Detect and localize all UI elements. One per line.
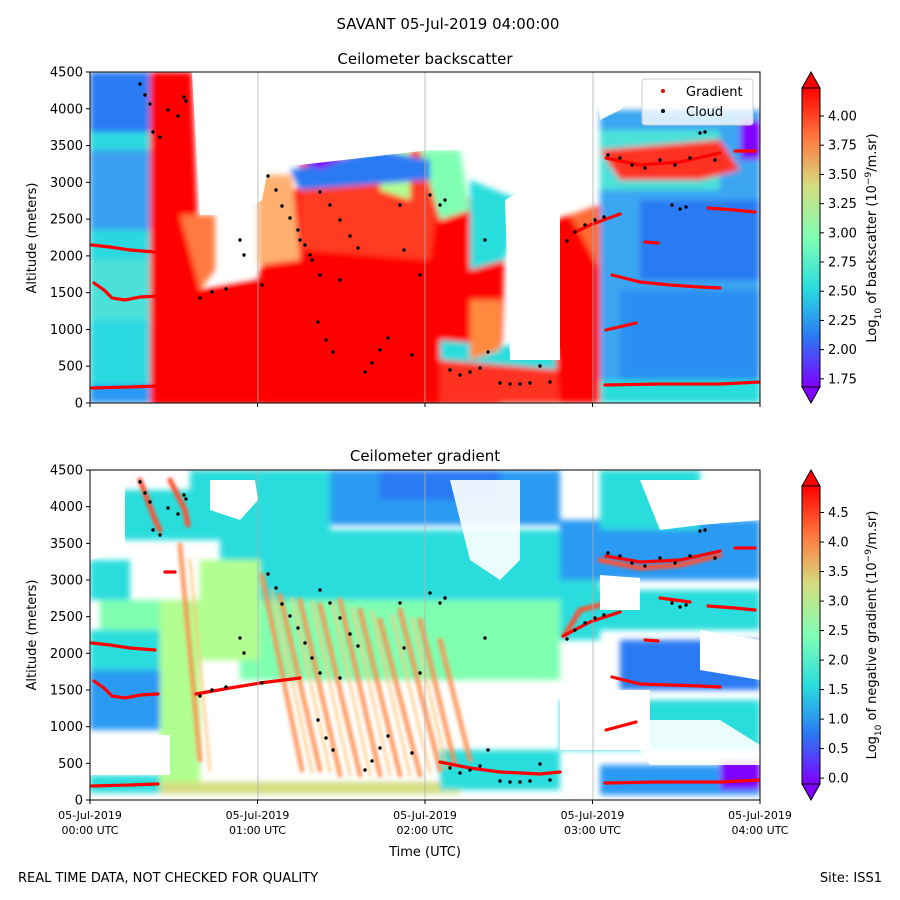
backscatter-colorbar-tick-label: 3.75 [828,139,857,154]
backscatter-colorbar-tick-label: 4.00 [828,110,857,125]
gradient-y-axis: 0 500 1000 1500 2000 2500 3000 3500 4000 4500 [50,464,90,809]
gradient-x-axis: 05-Jul-2019 00:00 UTC 05-Jul-2019 01:00 UTC… [58,800,792,837]
gradient-colorbar: 0.0 0.5 1.0 1.5 2.0 2.5 3.0 3.5 4.0 4.5 Log10 of … [801,468,884,802]
backscatter-colorbar-tick-label: 3.50 [828,168,857,183]
gradient-title: Ceilometer gradient [350,447,500,465]
backscatter-y-tick-label: 500 [58,360,83,375]
gradient-y-tick-label: 3000 [50,574,83,589]
gradient-y-tick-label: 4500 [50,464,83,479]
backscatter-colorbar-bottom-arrow [801,386,821,405]
backscatter-y-label: Altitude (meters) [25,183,40,294]
backscatter-colorbar-tick-label: 1.75 [828,372,857,387]
gradient-colorbar-tick-label: 1.5 [828,683,849,698]
gradient-y-tick-label: 2000 [50,647,83,662]
gradient-colorbar-tick-label: 3.5 [828,565,849,580]
footer-site: Site: ISS1 [820,871,882,886]
backscatter-gradient-points [90,149,760,390]
backscatter-colorbar-tick-label: 3.00 [828,226,857,241]
gradient-y-tick-label: 1500 [50,684,83,699]
gradient-x-tick-time: 02:00 UTC [396,824,453,837]
backscatter-y-tick-label: 3500 [50,139,83,154]
gradient-y-label: Altitude (meters) [25,580,40,691]
figure-title: SAVANT 05-Jul-2019 04:00:00 [337,15,560,33]
legend-box [641,78,754,126]
gradient-colorbar-tick-label: 2.0 [828,654,849,669]
gradient-x-tick-time: 04:00 UTC [731,824,788,837]
gradient-x-tick-time: 01:00 UTC [229,824,286,837]
gradient-colorbar-bar [801,485,821,785]
footer-quality-note: REAL TIME DATA, NOT CHECKED FOR QUALITY [18,871,318,886]
gradient-colorbar-top-arrow [801,468,821,487]
gradient-cloud-points [138,480,717,784]
legend-cloud-marker [661,109,665,113]
backscatter-y-tick-label: 2000 [50,249,83,264]
backscatter-colorbar-bar [801,87,821,388]
backscatter-y-axis: 0 500 1000 1500 2000 2500 3000 3500 4000 4500 [50,66,90,412]
backscatter-y-tick-label: 4000 [50,102,83,117]
gradient-colorbar-tick-label: 0.5 [828,742,849,757]
gradient-x-tick-date: 05-Jul-2019 [226,809,290,822]
gradient-x-tick-date: 05-Jul-2019 [393,809,457,822]
backscatter-panel: Ceilometer backscatter [25,50,884,412]
gradient-heatmap [90,470,760,800]
legend: Gradient Cloud [641,78,754,126]
gradient-y-tick-label: 1000 [50,720,83,735]
gradient-colorbar-tick-label: 2.5 [828,624,849,639]
gradient-colorbar-tick-label: 4.5 [828,506,849,521]
gradient-colorbar-tick-label: 4.0 [828,536,849,551]
backscatter-y-tick-label: 2500 [50,213,83,228]
gradient-x-tick-time: 03:00 UTC [564,824,621,837]
backscatter-colorbar-tick-label: 2.00 [828,343,857,358]
gradient-y-tick-label: 0 [75,794,83,809]
backscatter-colorbar: 1.75 2.00 2.25 2.50 2.75 3.00 3.25 3.50 3.75 4.00… [801,70,884,405]
backscatter-y-tick-label: 0 [75,397,83,412]
backscatter-colorbar-tick-label: 2.25 [828,314,857,329]
gradient-x-tick-time: 00:00 UTC [61,824,118,837]
gradient-streaks [137,477,723,778]
gradient-colorbar-tick-label: 3.0 [828,595,849,610]
backscatter-colorbar-label: Log10 of backscatter (10−9/m.sr) [864,133,884,342]
gradient-y-tick-label: 500 [58,757,83,772]
gradient-x-label: Time (UTC) [388,845,461,860]
backscatter-y-tick-label: 3000 [50,176,83,191]
backscatter-cloud-points [138,82,717,386]
backscatter-colorbar-top-arrow [801,70,821,89]
legend-gradient-label: Gradient [686,85,743,100]
gradient-colorbar-label: Log10 of negative gradient (10−9/m.sr) [864,511,884,760]
gradient-y-tick-label: 4000 [50,500,83,515]
backscatter-y-tick-label: 1500 [50,286,83,301]
backscatter-colorbar-tick-label: 2.50 [828,285,857,300]
gradient-x-tick-date: 05-Jul-2019 [561,809,625,822]
gradient-colorbar-tick-label: 1.0 [828,713,849,728]
backscatter-y-tick-label: 4500 [50,66,83,81]
backscatter-colorbar-tick-label: 2.75 [828,256,857,271]
gradient-y-tick-label: 3500 [50,537,83,552]
backscatter-heatmap [90,72,760,403]
gradient-colorbar-tick-label: 0.0 [828,772,849,787]
backscatter-grid [257,72,594,403]
backscatter-y-tick-label: 1000 [50,323,83,338]
gradient-x-tick-date: 05-Jul-2019 [728,809,792,822]
backscatter-colorbar-tick-label: 3.25 [828,197,857,212]
gradient-x-tick-date: 05-Jul-2019 [58,809,122,822]
backscatter-title: Ceilometer backscatter [337,50,513,68]
gradient-colorbar-bottom-arrow [801,783,821,802]
gradient-panel: Ceilometer gradient [25,447,884,860]
legend-gradient-marker [661,89,665,93]
backscatter-x-axis [89,403,761,407]
legend-cloud-label: Cloud [686,105,723,120]
gradient-y-tick-label: 2500 [50,610,83,625]
gradient-grid [257,470,594,800]
